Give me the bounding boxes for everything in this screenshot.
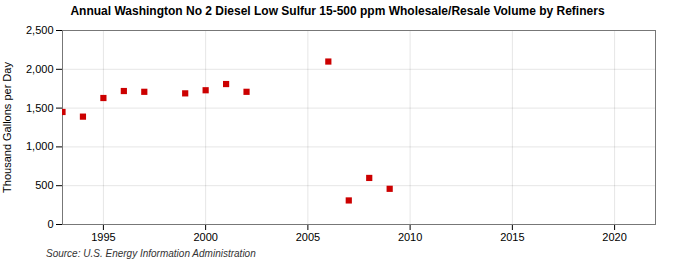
- svg-text:0: 0: [47, 218, 53, 230]
- svg-text:500: 500: [35, 179, 53, 191]
- svg-text:2020: 2020: [602, 231, 626, 243]
- svg-text:2010: 2010: [398, 231, 422, 243]
- svg-text:1,000: 1,000: [26, 140, 54, 152]
- svg-text:2005: 2005: [296, 231, 320, 243]
- svg-text:Thousand Gallons per Day: Thousand Gallons per Day: [1, 62, 13, 193]
- svg-text:2,500: 2,500: [26, 24, 54, 36]
- svg-text:2000: 2000: [193, 231, 217, 243]
- html-text:Source: U.S. Energy Informatio: Source: U.S. Energy Information Administ…: [46, 248, 256, 259]
- svg-text:1,500: 1,500: [26, 102, 54, 114]
- html-text:Annual Washington No 2 Diesel: Annual Washington No 2 Diesel Low Sulfur…: [70, 4, 605, 18]
- svg-text:2015: 2015: [500, 231, 524, 243]
- svg-text:2,000: 2,000: [26, 63, 54, 75]
- svg-text:1995: 1995: [91, 231, 115, 243]
